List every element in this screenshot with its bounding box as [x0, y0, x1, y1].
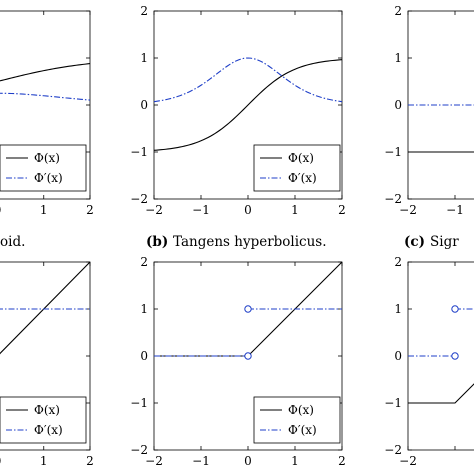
x-tick-label: 2 — [86, 454, 94, 468]
x-tick-label: −1 — [192, 454, 210, 468]
x-tick-label: 0 — [244, 454, 252, 468]
legend-box — [0, 396, 87, 444]
legend: Φ(x) Φ′(x) — [0, 396, 87, 444]
y-tick-label: 1 — [140, 51, 148, 65]
x-tick-label: −1 — [446, 203, 464, 217]
y-tick-label: −1 — [384, 396, 402, 410]
series-phi-line — [0, 261, 91, 355]
series-dphi-line — [0, 92, 91, 101]
x-tick-label: −2 — [399, 454, 417, 468]
x-tick-label: 0 — [0, 203, 1, 217]
open-marker — [451, 305, 459, 313]
series-phi-line — [153, 59, 343, 151]
legend-phi-label: Φ(x) — [288, 151, 314, 165]
legend: Φ(x) Φ′(x) — [253, 144, 341, 192]
y-tick-label: −2 — [130, 192, 148, 206]
y-tick-label: 0 — [140, 98, 148, 112]
x-tick-label: −2 — [145, 454, 163, 468]
y-tick-label: 0 — [140, 349, 148, 363]
y-tick-label: 0 — [394, 349, 402, 363]
legend-dphi-label: Φ′(x) — [34, 423, 63, 437]
open-marker — [244, 352, 252, 360]
legend: Φ(x) Φ′(x) — [253, 396, 341, 444]
axes-frame — [407, 10, 474, 200]
x-tick-label: 2 — [338, 454, 346, 468]
x-tick-label: −2 — [145, 203, 163, 217]
x-tick-label: 0 — [244, 203, 252, 217]
legend: Φ(x) Φ′(x) — [0, 144, 87, 192]
panel-bottom-right: −2 −1 0 1 2 −2 — [384, 255, 474, 468]
legend-phi-label: Φ(x) — [34, 151, 60, 165]
series-phi-line — [408, 383, 474, 404]
panel-top-right: −2 −1 0 1 2 −2 −1 — [384, 4, 474, 217]
open-marker — [451, 352, 459, 360]
x-tick-label: −2 — [399, 203, 417, 217]
y-tick-label: 2 — [394, 4, 402, 18]
y-tick-label: 1 — [140, 302, 148, 316]
legend-box — [253, 396, 341, 444]
series-phi-line — [0, 63, 91, 82]
panel-bottom-middle: −2 −1 0 1 2 −2 −1 0 1 2 Φ(x) Φ′(x) — [130, 255, 346, 468]
caption-b-text: Tangens hyperbolicus. — [173, 234, 327, 250]
x-tick-label: 0 — [0, 454, 1, 468]
y-tick-label: 1 — [394, 302, 402, 316]
x-tick-label: 1 — [291, 203, 299, 217]
series-dphi-line — [153, 57, 343, 103]
axes-frame — [407, 261, 474, 451]
caption-a: oid. — [0, 234, 25, 250]
y-tick-label: 2 — [140, 255, 148, 269]
y-tick-label: −1 — [130, 145, 148, 159]
y-tick-label: −2 — [384, 192, 402, 206]
legend-dphi-label: Φ′(x) — [288, 423, 317, 437]
caption-b-label: (b) — [146, 234, 168, 250]
legend-dphi-label: Φ′(x) — [34, 171, 63, 185]
legend-phi-label: Φ(x) — [34, 403, 60, 417]
caption-c-text: Sigr — [430, 234, 459, 250]
legend-dphi-label: Φ′(x) — [288, 171, 317, 185]
y-tick-label: −2 — [384, 443, 402, 457]
x-tick-label: 2 — [86, 203, 94, 217]
y-tick-label: 1 — [394, 51, 402, 65]
caption-c-label: (c) — [404, 234, 425, 250]
legend-box — [0, 144, 87, 192]
y-tick-label: −1 — [384, 145, 402, 159]
panel-top-middle: −2 −1 0 1 2 −2 −1 0 1 2 Φ(x) Φ′(x) — [130, 4, 346, 217]
y-tick-label: 2 — [394, 255, 402, 269]
x-tick-label: 2 — [338, 203, 346, 217]
y-tick-label: −1 — [130, 396, 148, 410]
x-tick-label: 1 — [40, 454, 48, 468]
y-tick-label: −2 — [130, 443, 148, 457]
legend-box — [253, 144, 341, 192]
x-tick-label: 1 — [40, 203, 48, 217]
y-tick-label: 0 — [394, 98, 402, 112]
y-tick-label: 2 — [140, 4, 148, 18]
x-tick-label: 1 — [291, 454, 299, 468]
legend-phi-label: Φ(x) — [288, 403, 314, 417]
x-tick-label: −1 — [192, 203, 210, 217]
open-marker — [244, 305, 252, 313]
